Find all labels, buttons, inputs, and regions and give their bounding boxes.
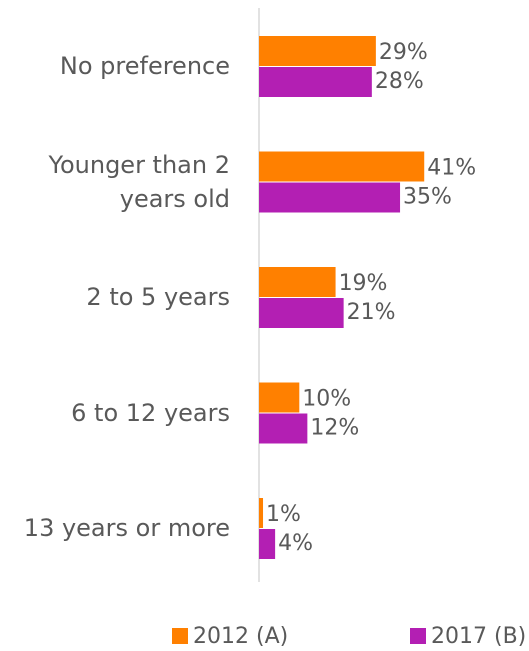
bar (259, 182, 401, 213)
bar (259, 529, 276, 559)
value-label: 10% (302, 387, 351, 412)
legend-label: 2012 (A) (193, 624, 288, 649)
bar (259, 298, 344, 328)
category-label: 2 to 5 years (86, 283, 230, 311)
bar (259, 382, 300, 413)
bar (259, 151, 425, 182)
bar (259, 67, 372, 97)
bar (259, 498, 264, 528)
value-label: 28% (375, 69, 424, 94)
value-label: 1% (266, 502, 301, 527)
value-label: 12% (310, 416, 359, 441)
legend-label: 2017 (B) (431, 624, 526, 649)
bar (259, 267, 336, 297)
legend-swatch (172, 628, 188, 644)
value-label: 41% (427, 156, 476, 181)
value-label: 19% (339, 271, 388, 296)
bar (259, 36, 376, 66)
category-label: 13 years or more (23, 514, 230, 542)
category-label: Younger than 2 years old (48, 150, 230, 213)
bar (259, 413, 308, 444)
category-label: No preference (59, 52, 230, 80)
value-label: 4% (278, 531, 313, 556)
value-label: 35% (403, 185, 452, 210)
category-label: 6 to 12 years (71, 398, 230, 427)
value-label: 21% (347, 300, 396, 325)
legend-swatch (410, 628, 426, 644)
value-label: 29% (379, 40, 428, 65)
